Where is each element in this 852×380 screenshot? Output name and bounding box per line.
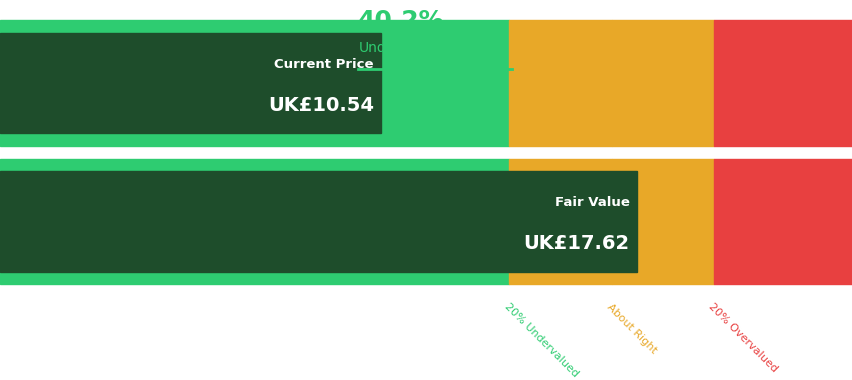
Bar — [0, 158, 509, 284]
Text: 20% Overvalued: 20% Overvalued — [706, 301, 779, 374]
Text: About Right: About Right — [604, 301, 658, 355]
Bar — [0, 171, 636, 272]
Text: Undervalued: Undervalued — [358, 41, 446, 55]
Text: UK£10.54: UK£10.54 — [268, 96, 373, 115]
Bar — [0, 21, 509, 146]
Bar — [509, 21, 611, 146]
Bar — [611, 21, 713, 146]
Text: Fair Value: Fair Value — [554, 196, 629, 209]
Text: 40.2%: 40.2% — [358, 10, 445, 33]
Bar — [713, 21, 852, 146]
Text: Current Price: Current Price — [274, 58, 373, 71]
Bar — [0, 33, 380, 133]
Bar — [611, 158, 713, 284]
Bar — [509, 158, 611, 284]
Text: UK£17.62: UK£17.62 — [523, 234, 629, 253]
Bar — [713, 158, 852, 284]
Text: 20% Undervalued: 20% Undervalued — [502, 301, 579, 379]
